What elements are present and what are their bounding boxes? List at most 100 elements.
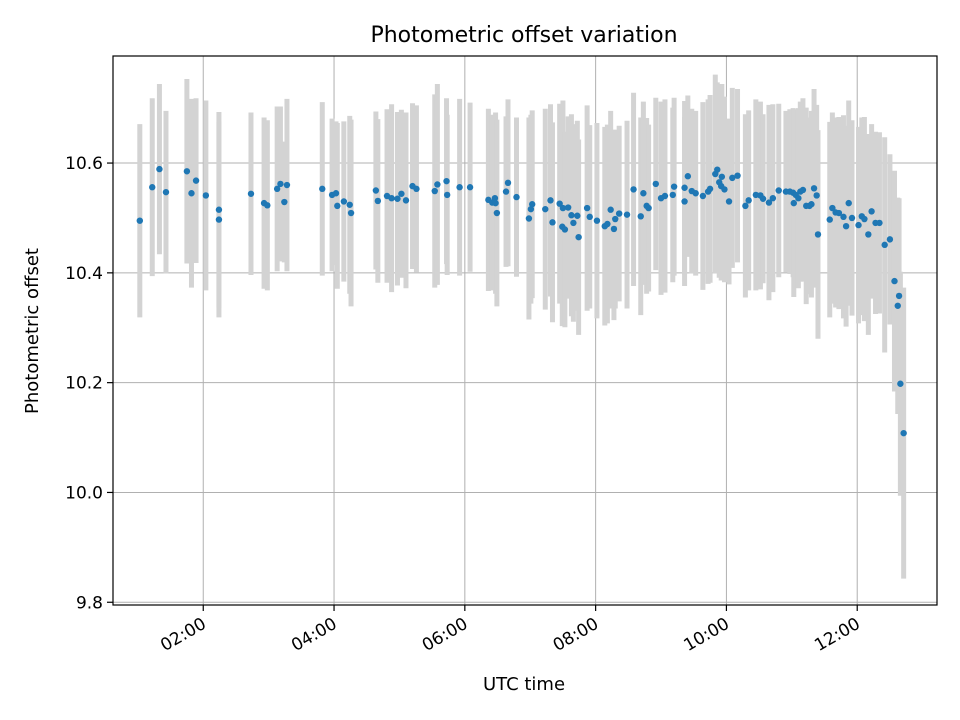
data-point [593, 217, 601, 224]
y-tick-label: 10.6 [65, 154, 103, 174]
data-point [586, 213, 593, 221]
data-point [876, 219, 883, 227]
data-point [264, 202, 271, 209]
data-point [491, 194, 499, 202]
data-point [564, 204, 572, 211]
data-point [332, 190, 340, 197]
data-point [556, 200, 563, 207]
data-point [527, 205, 535, 213]
data-point [504, 179, 512, 187]
data-point [402, 197, 410, 204]
data-point [574, 212, 581, 219]
data-point [334, 202, 341, 210]
data-point [897, 380, 904, 387]
data-point [661, 192, 669, 200]
x-tick-label: 08:00 [550, 614, 602, 656]
data-point [492, 199, 499, 207]
data-point [575, 233, 582, 241]
data-point [388, 194, 395, 202]
data-point [623, 211, 631, 218]
data-point [413, 185, 420, 193]
data-point [769, 194, 777, 202]
data-point [681, 184, 688, 191]
data-point [855, 221, 862, 229]
data-point [136, 217, 144, 224]
data-point [895, 292, 903, 300]
x-tick-label: 12:00 [811, 614, 863, 656]
data-point [346, 201, 353, 208]
data-point [900, 429, 907, 437]
error-bars [137, 74, 907, 579]
data-point [604, 220, 611, 228]
x-tick-label: 02:00 [157, 614, 209, 656]
data-point [826, 216, 833, 223]
x-tick-label: 10:00 [680, 614, 732, 656]
data-point [547, 197, 554, 204]
data-point [156, 165, 163, 173]
data-point [559, 204, 567, 212]
data-point [681, 198, 688, 205]
data-point [192, 177, 200, 184]
data-point [645, 204, 652, 212]
data-point [561, 226, 569, 233]
data-point [466, 184, 474, 191]
data-point [612, 215, 619, 223]
data-point [848, 214, 856, 222]
data-point [188, 190, 195, 197]
data-point [894, 302, 901, 309]
data-point [434, 181, 441, 188]
data-points [136, 165, 907, 437]
data-point [840, 213, 847, 221]
data-point [542, 205, 549, 213]
data-point [684, 173, 692, 180]
data-point [670, 183, 678, 190]
data-point [283, 181, 291, 189]
data-point [652, 180, 659, 188]
data-point [718, 173, 726, 180]
data-point [247, 190, 255, 197]
y-axis-label: Photometric offset [22, 248, 43, 414]
data-point [669, 191, 676, 199]
data-point [281, 198, 288, 206]
data-point [583, 204, 591, 212]
y-tick-label: 10.2 [65, 374, 103, 394]
data-point [398, 190, 405, 197]
data-point [835, 209, 843, 217]
x-axis-label: UTC time [483, 674, 565, 695]
data-point [374, 197, 382, 205]
data-point [528, 201, 536, 208]
data-point [493, 209, 501, 217]
data-point [525, 215, 533, 222]
data-point [881, 241, 888, 249]
data-point [456, 184, 463, 191]
data-point [813, 192, 820, 199]
data-point [706, 185, 714, 193]
data-point [842, 222, 850, 230]
data-point [845, 199, 852, 207]
data-point [340, 198, 348, 205]
data-point [829, 204, 836, 212]
data-point [549, 219, 556, 226]
data-point [814, 231, 822, 238]
data-point [215, 206, 223, 213]
data-point [202, 192, 210, 199]
y-tick-label: 10.4 [65, 264, 103, 284]
y-tick-label: 9.8 [76, 593, 103, 613]
data-point [790, 199, 797, 207]
data-point [149, 184, 156, 191]
data-point [607, 206, 614, 213]
data-point [570, 219, 577, 227]
data-point [568, 212, 575, 219]
data-point [277, 180, 284, 188]
data-point [443, 177, 450, 185]
data-point [347, 209, 355, 217]
data-point [273, 185, 281, 193]
data-point [714, 166, 721, 173]
data-point [721, 186, 728, 193]
data-point [795, 194, 802, 202]
chart-title: Photometric offset variation [370, 23, 677, 48]
y-tick-label: 10.0 [65, 483, 103, 503]
data-point [692, 190, 699, 197]
data-point [640, 190, 647, 197]
